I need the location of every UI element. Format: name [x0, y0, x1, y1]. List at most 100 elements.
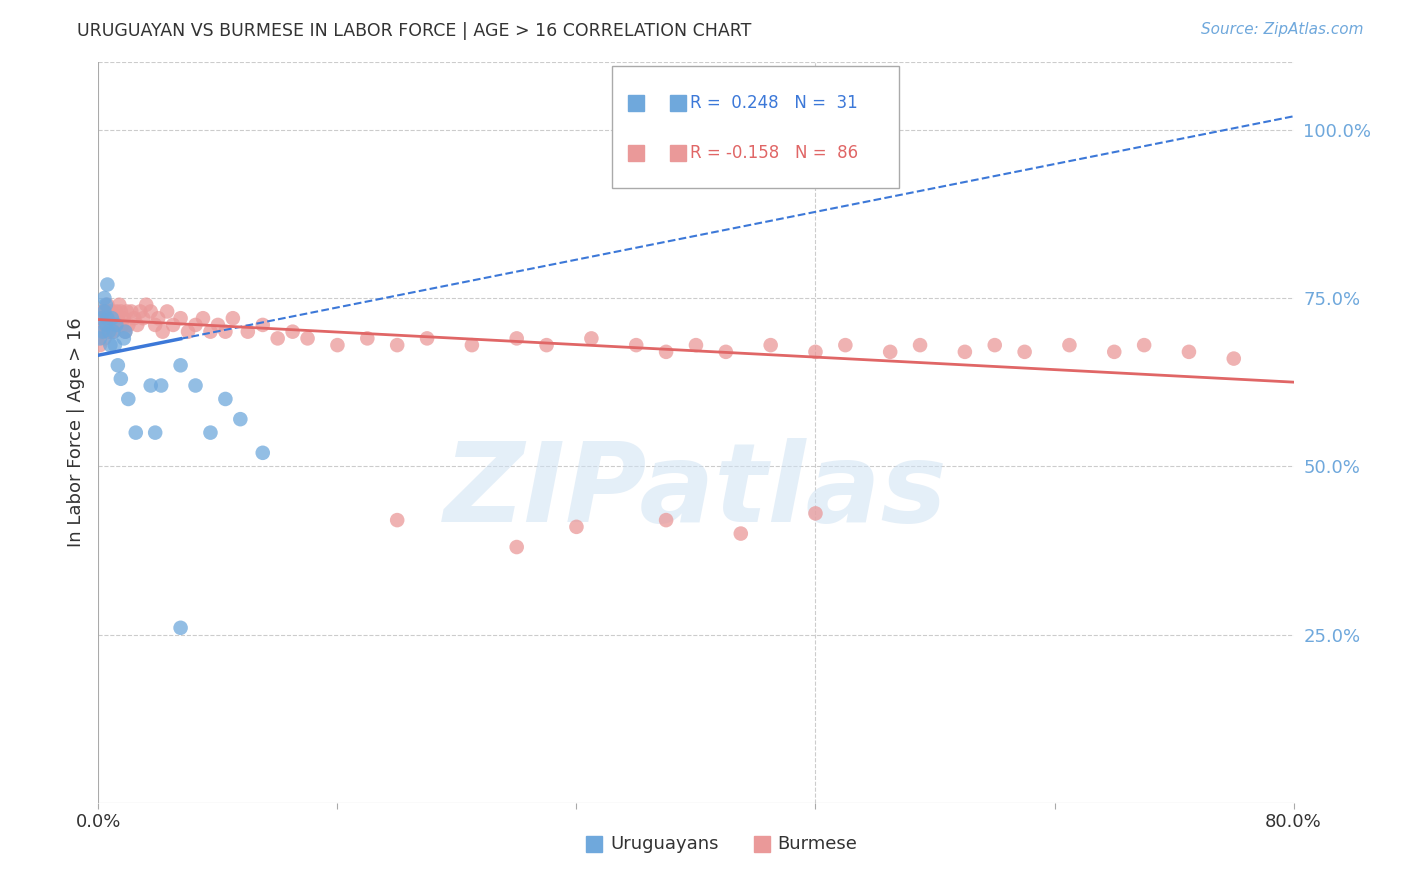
Y-axis label: In Labor Force | Age > 16: In Labor Force | Age > 16: [66, 318, 84, 548]
Point: [132, 311, 155, 326]
Point: [127, 318, 149, 332]
Point: [1223, 351, 1246, 366]
Point: [759, 338, 782, 352]
Point: [96, 311, 118, 326]
Point: [655, 513, 678, 527]
Point: [953, 344, 976, 359]
Point: [104, 338, 127, 352]
Point: [356, 331, 378, 345]
Point: [385, 338, 409, 352]
Point: [101, 311, 124, 326]
Point: [94, 304, 117, 318]
Point: [96, 277, 118, 292]
Point: [177, 325, 200, 339]
Point: [685, 338, 707, 352]
Point: [117, 392, 139, 406]
Point: [169, 359, 191, 373]
Point: [90, 311, 112, 326]
Point: [1014, 344, 1036, 359]
Point: [565, 520, 588, 534]
Point: [96, 298, 118, 312]
Point: [117, 318, 139, 332]
Point: [655, 344, 678, 359]
Point: [143, 425, 166, 440]
Point: [169, 311, 191, 326]
Point: [184, 378, 207, 392]
Point: [834, 338, 856, 352]
Point: [101, 304, 124, 318]
Text: R =  0.248   N =  31: R = 0.248 N = 31: [690, 95, 858, 112]
Point: [135, 298, 157, 312]
Point: [89, 331, 111, 345]
FancyBboxPatch shape: [613, 66, 900, 188]
Point: [214, 325, 236, 339]
Point: [984, 338, 1007, 352]
Point: [908, 338, 931, 352]
Text: Uruguayans: Uruguayans: [610, 835, 718, 853]
Point: [103, 325, 125, 339]
Point: [536, 338, 558, 352]
Point: [1104, 344, 1126, 359]
Point: [108, 298, 131, 312]
Point: [104, 318, 127, 332]
Point: [90, 325, 112, 339]
Point: [139, 304, 162, 318]
Point: [103, 325, 125, 339]
Point: [385, 513, 409, 527]
Point: [714, 344, 737, 359]
Point: [114, 325, 136, 339]
Point: [96, 311, 118, 326]
Point: [94, 318, 117, 332]
Point: [91, 304, 114, 318]
Point: [1059, 338, 1081, 352]
Point: [184, 318, 207, 332]
Point: [236, 325, 259, 339]
Point: [229, 412, 252, 426]
Point: [148, 311, 170, 326]
Point: [879, 344, 901, 359]
Point: [191, 311, 214, 326]
Point: [581, 331, 603, 345]
Point: [461, 338, 484, 352]
Point: [129, 304, 152, 318]
Point: [91, 325, 114, 339]
Point: [112, 331, 135, 345]
Point: [1133, 338, 1156, 352]
Point: [222, 311, 245, 326]
Point: [93, 331, 115, 345]
Point: [169, 621, 191, 635]
Point: [252, 318, 274, 332]
Point: [506, 331, 529, 345]
Point: [804, 344, 827, 359]
Point: [416, 331, 439, 345]
Point: [91, 318, 114, 332]
Point: [506, 540, 529, 554]
Point: [124, 311, 146, 326]
Point: [804, 507, 827, 521]
Point: [162, 318, 184, 332]
Point: [267, 331, 290, 345]
Point: [110, 372, 132, 386]
Text: R = -0.158   N =  86: R = -0.158 N = 86: [690, 144, 858, 161]
Point: [94, 325, 117, 339]
Text: URUGUAYAN VS BURMESE IN LABOR FORCE | AGE > 16 CORRELATION CHART: URUGUAYAN VS BURMESE IN LABOR FORCE | AG…: [77, 22, 752, 40]
Point: [143, 318, 166, 332]
Point: [94, 298, 117, 312]
Text: Burmese: Burmese: [778, 835, 858, 853]
Point: [110, 304, 132, 318]
Point: [152, 325, 174, 339]
Point: [214, 392, 236, 406]
Point: [98, 311, 122, 326]
Point: [93, 304, 115, 318]
Point: [98, 338, 122, 352]
Point: [97, 318, 120, 332]
Point: [115, 304, 138, 318]
Point: [730, 526, 752, 541]
Point: [103, 311, 125, 326]
Point: [150, 378, 173, 392]
Point: [107, 359, 129, 373]
Point: [200, 325, 222, 339]
Point: [1178, 344, 1201, 359]
Point: [90, 311, 112, 326]
Point: [107, 311, 129, 326]
